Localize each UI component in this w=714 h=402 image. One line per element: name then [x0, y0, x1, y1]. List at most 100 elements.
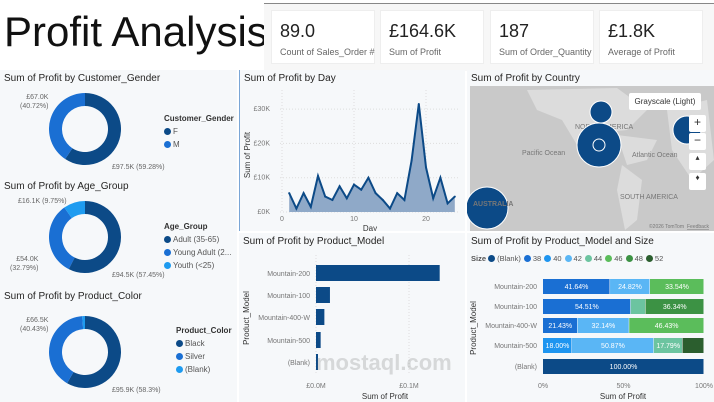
- size-legend: Size (Blank) 38 40 42 44 46 48 52: [471, 254, 666, 263]
- legend-item[interactable]: 40: [544, 254, 562, 263]
- legend-label: (Blank): [185, 365, 211, 374]
- legend-title: Size: [471, 254, 489, 263]
- donut-slice[interactable]: [82, 316, 85, 330]
- line-chart: £0K £10K £20K £30K 0 10 20 Day Sum of Profit: [243, 90, 460, 231]
- data-point: [417, 102, 420, 105]
- legend-item[interactable]: Young Adult (2...: [164, 248, 231, 257]
- kpi-value: £164.6K: [389, 21, 457, 41]
- data-label: 18.00%: [546, 343, 570, 350]
- map-style-label: Grayscale (Light): [634, 97, 696, 106]
- bar-segment[interactable]: [543, 359, 704, 374]
- map-canvas[interactable]: Pacific Ocean Atlantic Ocean NORTH AMERI…: [467, 70, 714, 231]
- legend-item[interactable]: Silver: [176, 352, 205, 361]
- feedback-link[interactable]: Feedback: [687, 224, 709, 230]
- legend-item[interactable]: Youth (<25): [164, 261, 214, 270]
- legend-marker: [625, 255, 633, 262]
- zoom-in-button[interactable]: +: [689, 115, 706, 132]
- donut-slice[interactable]: [68, 201, 121, 273]
- kpi-value: 89.0: [280, 21, 316, 41]
- bar-segment[interactable]: [629, 318, 704, 333]
- data-label: £66.5K (40.43%): [20, 317, 49, 333]
- donut-slice[interactable]: [49, 93, 85, 160]
- data-label: 33.54%: [665, 284, 689, 291]
- data-label: £97.5K (59.28%): [112, 164, 165, 171]
- y-axis-title: Product_Model: [242, 291, 251, 345]
- legend-label: (Blank): [497, 254, 521, 263]
- kpi-label: Sum of Profit: [389, 47, 442, 57]
- legend-item[interactable]: (Blank): [176, 365, 210, 374]
- legend-label: M: [173, 140, 180, 149]
- donut-slice[interactable]: [49, 207, 75, 270]
- bar-segment[interactable]: [650, 279, 704, 294]
- legend-item[interactable]: 42: [564, 254, 582, 263]
- bar-segment[interactable]: [630, 299, 645, 314]
- legend-item[interactable]: 38: [523, 254, 542, 263]
- profit-by-model-panel[interactable]: Sum of Profit by Product_Model £0.0M £0.1…: [239, 233, 465, 402]
- age-group-donut-panel[interactable]: Sum of Profit by Age_Group £94.5K (57.45%…: [0, 178, 237, 288]
- data-point: [396, 192, 399, 195]
- bar-segment[interactable]: [543, 279, 610, 294]
- legend-marker: [645, 255, 653, 262]
- donut-slice[interactable]: [65, 93, 121, 165]
- bar-segment[interactable]: [653, 338, 683, 353]
- bar-segment[interactable]: [682, 338, 704, 353]
- kpi-value: £1.8K: [608, 21, 656, 41]
- legend-item[interactable]: F: [164, 127, 178, 136]
- data-point: [338, 185, 341, 188]
- profit-by-model-size-panel[interactable]: Sum of Profit by Product_Model and Size …: [467, 233, 714, 402]
- donut-slice[interactable]: [64, 201, 85, 219]
- x-tick-label: 20: [422, 216, 430, 223]
- product-color-donut-panel[interactable]: Sum of Profit by Product_Color £95.9K (58…: [0, 288, 237, 402]
- compass-icon[interactable]: ♦: [689, 173, 706, 190]
- data-point: [302, 192, 305, 195]
- legend-label: 38: [532, 254, 542, 263]
- bar-segment[interactable]: [610, 279, 650, 294]
- bar-segment[interactable]: [571, 338, 654, 353]
- map-style-button[interactable]: Grayscale (Light): [629, 93, 701, 110]
- bar-segment[interactable]: [645, 299, 704, 314]
- legend-item[interactable]: 46: [605, 254, 623, 263]
- legend-item[interactable]: Adult (35-65): [164, 235, 219, 244]
- y-axis-title: Sum of Profit: [243, 131, 252, 178]
- data-label: 36.34%: [663, 304, 687, 311]
- kpi-label: Sum of Order_Quantity: [499, 47, 592, 57]
- country-bubble[interactable]: [576, 122, 622, 168]
- profit-by-day-panel[interactable]: Sum of Profit by Day £0K £10K £20K £30K 0 10 2…: [239, 70, 465, 231]
- legend-marker: [176, 366, 183, 373]
- tilt-icon[interactable]: ▴: [689, 153, 706, 170]
- bar-segment[interactable]: [543, 299, 631, 314]
- legend-label: 44: [593, 254, 603, 263]
- legend-item[interactable]: M: [164, 140, 180, 149]
- map-label: Atlantic Ocean: [632, 152, 678, 159]
- x-tick-label: 50%: [616, 383, 630, 390]
- data-label: 32.14%: [592, 323, 616, 330]
- legend-marker: [605, 255, 613, 262]
- country-bubble[interactable]: [589, 100, 613, 124]
- legend-marker: [164, 249, 171, 256]
- data-point: [425, 166, 427, 169]
- zoom-out-button[interactable]: −: [689, 133, 706, 150]
- donut-slice[interactable]: [49, 316, 84, 384]
- legend-label: 52: [654, 254, 664, 263]
- legend-item[interactable]: (Blank): [488, 254, 521, 263]
- category-label: Mountain-100: [494, 304, 537, 311]
- donut-chart: [49, 316, 121, 388]
- country-bubble[interactable]: [467, 186, 509, 230]
- legend-item[interactable]: 44: [584, 254, 603, 263]
- data-point: [331, 198, 334, 201]
- legend-item[interactable]: 48: [625, 254, 643, 263]
- donut-slice[interactable]: [67, 316, 121, 388]
- bar-segment[interactable]: [543, 318, 578, 333]
- category-label: Mountain-200: [267, 271, 310, 278]
- legend-title: Age_Group: [164, 222, 208, 231]
- data-point: [295, 207, 298, 210]
- bar-chart: £0.0M £0.1M Mountain-200 Mountain-100 Mounta…: [242, 255, 440, 401]
- bar-segment[interactable]: [577, 318, 629, 333]
- bar-segment[interactable]: [543, 338, 572, 353]
- legend-item[interactable]: 52: [645, 254, 664, 263]
- country-map-panel[interactable]: Sum of Profit by Country Pacific Ocean A…: [467, 70, 714, 231]
- data-label: 24.82%: [618, 284, 642, 291]
- legend-item[interactable]: Black: [176, 339, 205, 348]
- y-tick-label: £30K: [254, 106, 271, 113]
- gender-donut-panel[interactable]: Sum of Profit by Customer_Gender £97.5K (…: [0, 70, 237, 178]
